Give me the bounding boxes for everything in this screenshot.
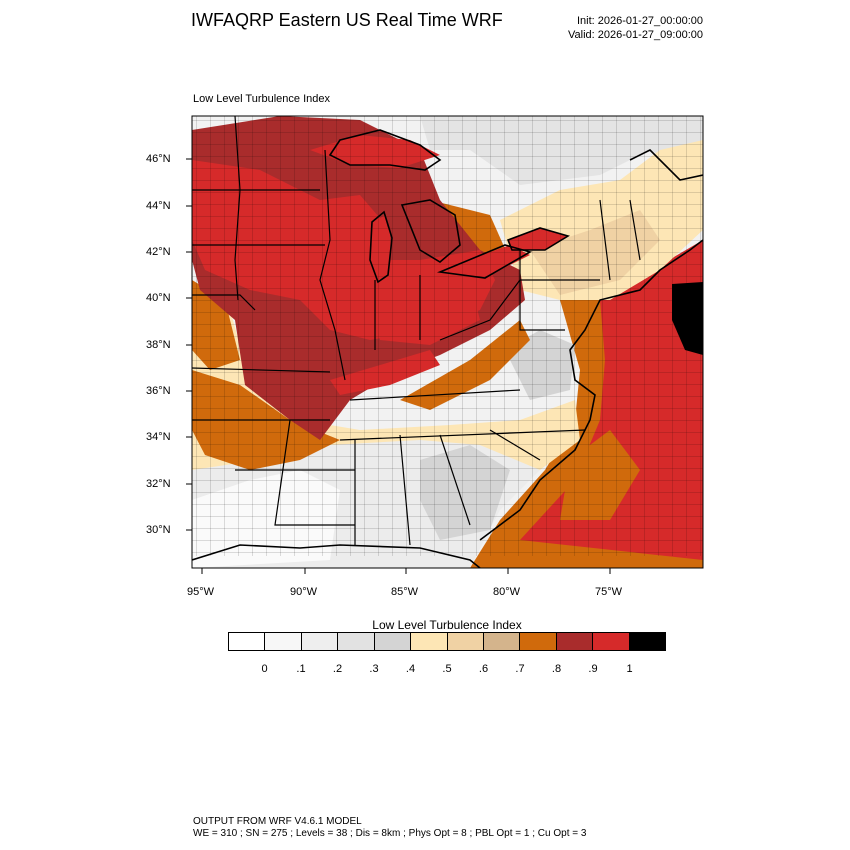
lat-label: 34°N	[146, 431, 171, 443]
colorbar-title: Low Level Turbulence Index	[372, 618, 522, 632]
colorbar-swatch	[447, 633, 484, 650]
colorbar-swatch	[229, 633, 266, 650]
state-boundaries	[192, 116, 641, 546]
colorbar-tick-label: .3	[369, 663, 379, 675]
colorbar	[228, 632, 666, 651]
model-footer: OUTPUT FROM WRF V4.6.1 MODEL WE = 310 ; …	[193, 816, 586, 840]
lon-label: 90°W	[290, 586, 318, 598]
lat-label: 30°N	[146, 524, 171, 536]
valid-time: Valid: 2026-01-27_09:00:00	[568, 29, 703, 41]
lat-label: 44°N	[146, 200, 171, 212]
footer-line-1: OUTPUT FROM WRF V4.6.1 MODEL	[193, 816, 362, 827]
footer-line-2: WE = 310 ; SN = 275 ; Levels = 38 ; Dis …	[193, 828, 587, 839]
colorbar-swatch	[374, 633, 412, 650]
lat-label: 38°N	[146, 339, 171, 351]
map-subtitle: Low Level Turbulence Index	[193, 93, 330, 105]
lat-label: 40°N	[146, 292, 171, 304]
colorbar-tick-label: .2	[332, 663, 343, 675]
colorbar-tick-label: .4	[405, 663, 416, 675]
init-time: Init: 2026-01-27_00:00:00	[577, 15, 703, 27]
colorbar-tick-label: .1	[296, 663, 306, 675]
lon-label: 80°W	[493, 586, 521, 598]
county-lines	[192, 116, 703, 556]
colorbar-swatch	[556, 633, 594, 650]
colorbar-swatch	[411, 633, 448, 650]
colorbar-tick-label: .7	[515, 663, 525, 675]
lat-label: 32°N	[146, 478, 171, 490]
lon-label: 75°W	[595, 586, 623, 598]
coastlines	[192, 129, 703, 568]
colorbar-swatch	[301, 633, 339, 650]
lat-label: 36°N	[146, 385, 171, 397]
lat-ticks	[186, 158, 192, 531]
colorbar-tick-label: 1	[626, 663, 633, 675]
colorbar-swatch	[338, 633, 375, 650]
init-valid-times: Init: 2026-01-27_00:00:00 Valid: 2026-01…	[568, 14, 703, 42]
map-field	[192, 116, 703, 568]
lon-ticks	[201, 568, 611, 574]
lat-label: 46°N	[146, 153, 171, 165]
colorbar-tick-label: .9	[588, 663, 598, 675]
map-frame	[191, 115, 704, 569]
lat-label: 42°N	[146, 246, 171, 258]
colorbar-tick-label: .8	[551, 663, 562, 675]
colorbar-tick-label: .5	[442, 663, 452, 675]
colorbar-swatch	[483, 633, 521, 650]
colorbar-swatch	[520, 633, 557, 650]
colorbar-tick-label: .6	[478, 663, 489, 675]
colorbar-swatch	[593, 633, 630, 650]
colorbar-swatch	[629, 633, 666, 650]
page-title: IWFAQRP Eastern US Real Time WRF	[191, 10, 503, 30]
colorbar-tick-label: 0	[261, 663, 268, 675]
lon-label: 95°W	[187, 586, 215, 598]
colorbar-swatch	[265, 633, 302, 650]
lon-label: 85°W	[391, 586, 419, 598]
